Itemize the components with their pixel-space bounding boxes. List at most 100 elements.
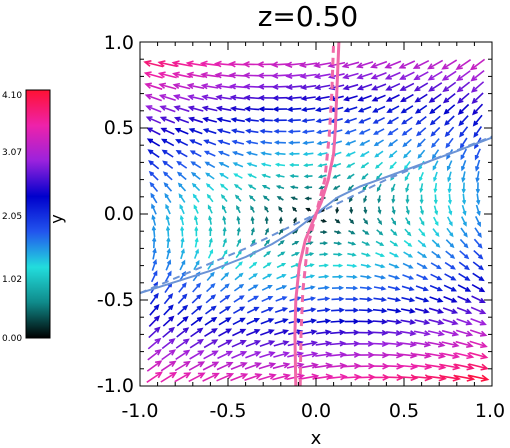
field-arrow xyxy=(474,148,481,161)
x-tick-label: -0.5 xyxy=(209,400,246,422)
field-arrow xyxy=(305,252,315,257)
field-arrow xyxy=(173,105,190,113)
field-arrow xyxy=(433,205,439,216)
field-arrow xyxy=(304,274,316,279)
field-arrow xyxy=(405,217,411,226)
field-arrow xyxy=(189,139,203,146)
field-arrow xyxy=(418,228,426,237)
field-arrow xyxy=(194,237,199,248)
field-arrow xyxy=(165,203,171,215)
field-arrow xyxy=(461,182,466,194)
field-arrow xyxy=(468,363,489,371)
field-arrow xyxy=(205,172,215,180)
field-arrow xyxy=(259,128,273,134)
field-arrow xyxy=(471,92,484,105)
field-arrow xyxy=(272,373,292,381)
field-arrow xyxy=(385,352,404,359)
field-arrow xyxy=(207,248,214,259)
field-arrow xyxy=(149,292,159,305)
field-arrow xyxy=(257,83,275,90)
field-arrow xyxy=(179,259,186,271)
field-arrow xyxy=(159,116,176,124)
field-arrow xyxy=(205,294,217,304)
field-arrow xyxy=(361,241,371,246)
field-arrow xyxy=(356,83,373,91)
field-arrow xyxy=(264,216,269,224)
field-arrow xyxy=(412,59,430,69)
colorbar-tick-0: 0.00 xyxy=(2,334,22,344)
field-arrow xyxy=(414,104,428,114)
field-arrow xyxy=(179,214,185,226)
field-arrow xyxy=(243,94,260,101)
field-arrow xyxy=(433,182,438,194)
field-arrow xyxy=(174,372,192,383)
field-arrow xyxy=(221,204,227,214)
field-arrow xyxy=(314,84,331,91)
field-arrow xyxy=(445,239,455,249)
field-arrow xyxy=(344,329,361,336)
field-arrow xyxy=(431,250,442,259)
field-arrow xyxy=(387,297,402,303)
field-arrow xyxy=(162,160,174,170)
field-arrow xyxy=(175,349,191,360)
field-arrow xyxy=(192,282,202,293)
field-arrow xyxy=(217,139,231,146)
field-arrow xyxy=(220,272,230,281)
field-arrow xyxy=(384,71,401,80)
field-arrow xyxy=(459,126,469,138)
field-arrow xyxy=(262,195,270,202)
field-arrow xyxy=(345,151,356,157)
field-arrow xyxy=(374,263,386,269)
field-arrow xyxy=(430,126,441,137)
field-arrow xyxy=(172,94,190,101)
field-arrow xyxy=(246,162,258,168)
field-arrow xyxy=(314,373,334,381)
field-arrow xyxy=(216,361,234,371)
colorbar-tick-4: 4.10 xyxy=(2,91,22,101)
field-arrow xyxy=(427,59,444,70)
field-arrow xyxy=(158,93,176,102)
field-arrow xyxy=(177,182,187,192)
field-arrow xyxy=(377,195,382,204)
field-arrow xyxy=(359,139,371,146)
field-arrow xyxy=(358,329,375,336)
x-tick-label: -1.0 xyxy=(121,400,158,422)
field-arrow xyxy=(228,72,247,79)
field-arrow xyxy=(446,227,454,238)
field-arrow xyxy=(332,274,344,279)
field-arrow xyxy=(144,82,163,90)
field-arrow xyxy=(317,285,330,290)
field-arrow xyxy=(399,341,418,348)
field-arrow xyxy=(386,330,403,336)
field-arrow xyxy=(216,128,231,134)
field-arrow xyxy=(215,105,232,112)
field-arrow xyxy=(272,106,288,112)
field-arrow xyxy=(157,60,178,68)
field-arrow xyxy=(413,82,429,92)
field-arrow xyxy=(245,128,259,134)
field-arrow xyxy=(273,128,287,134)
field-arrow xyxy=(276,262,287,269)
field-arrow xyxy=(429,296,444,303)
field-arrow xyxy=(206,282,216,293)
field-arrow xyxy=(370,83,387,91)
field-arrow xyxy=(229,105,246,112)
field-arrow xyxy=(191,305,203,315)
field-arrow xyxy=(303,163,314,168)
field-arrow xyxy=(233,306,246,314)
field-arrow xyxy=(375,172,383,181)
field-arrow xyxy=(446,160,453,172)
field-arrow xyxy=(401,127,413,136)
field-arrow xyxy=(360,162,370,169)
field-arrow xyxy=(474,227,482,238)
field-arrow xyxy=(259,351,276,359)
field-arrow xyxy=(232,162,244,168)
field-arrow xyxy=(433,171,438,183)
field-arrow xyxy=(319,241,329,246)
field-arrow xyxy=(361,252,371,257)
field-arrow xyxy=(219,172,229,180)
field-arrow xyxy=(298,61,318,68)
colorbar-tick-3: 3.07 xyxy=(2,148,22,158)
field-arrow xyxy=(187,105,204,112)
field-arrow xyxy=(278,205,283,213)
